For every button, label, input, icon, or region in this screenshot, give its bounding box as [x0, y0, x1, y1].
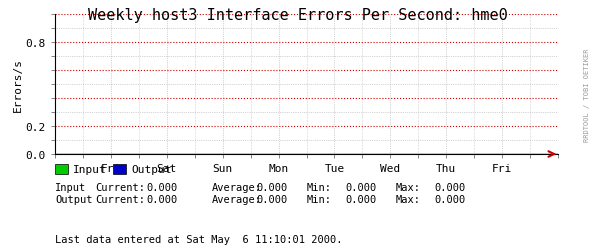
Text: 0.000: 0.000 [146, 182, 177, 192]
Text: Average:: Average: [211, 182, 261, 192]
Text: 0.000: 0.000 [345, 194, 377, 204]
Text: Max:: Max: [396, 182, 421, 192]
Text: Last data entered at Sat May  6 11:10:01 2000.: Last data entered at Sat May 6 11:10:01 … [55, 234, 343, 244]
Text: Output: Output [55, 194, 92, 204]
Y-axis label: Errors/s: Errors/s [13, 58, 23, 112]
Text: RRDTOOL / TOBI OETIKER: RRDTOOL / TOBI OETIKER [584, 48, 590, 142]
Text: Max:: Max: [396, 194, 421, 204]
Text: Weekly host3 Interface Errors Per Second: hme0: Weekly host3 Interface Errors Per Second… [87, 8, 508, 22]
Text: 0.000: 0.000 [146, 194, 177, 204]
Text: Min:: Min: [306, 182, 331, 192]
Text: Current:: Current: [95, 182, 145, 192]
Text: Output: Output [131, 164, 172, 174]
Text: 0.000: 0.000 [256, 194, 287, 204]
Text: Average:: Average: [211, 194, 261, 204]
Text: Min:: Min: [306, 194, 331, 204]
Text: Current:: Current: [95, 194, 145, 204]
Text: Input: Input [73, 164, 107, 174]
Text: 0.000: 0.000 [256, 182, 287, 192]
Text: Input: Input [55, 182, 86, 192]
Text: 0.000: 0.000 [345, 182, 377, 192]
Text: 0.000: 0.000 [434, 194, 466, 204]
Text: 0.000: 0.000 [434, 182, 466, 192]
